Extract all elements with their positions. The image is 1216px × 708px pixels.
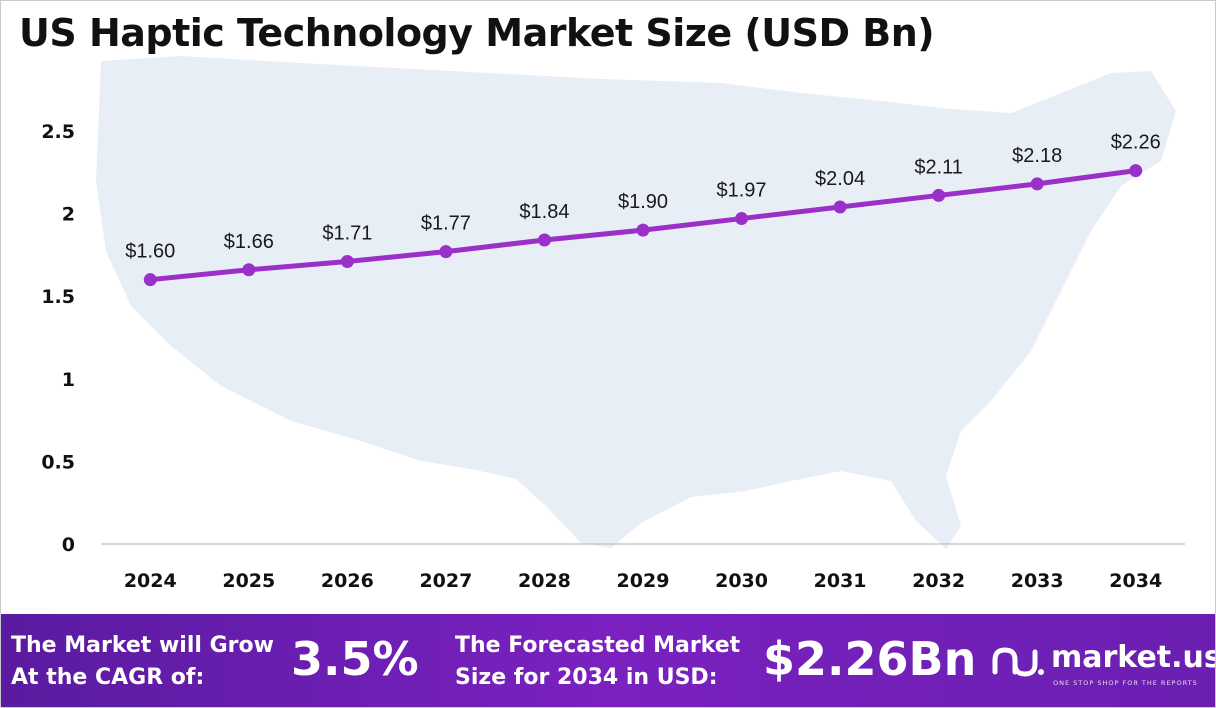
data-label: $2.11 [914, 156, 963, 178]
y-tick-label: 1.5 [41, 286, 75, 308]
us-map-background [96, 56, 1176, 549]
forecast-caption: The Forecasted Market Size for 2034 in U… [455, 630, 740, 694]
data-label: $2.18 [1012, 145, 1062, 167]
data-point [1030, 177, 1044, 191]
x-tick-label: 2030 [715, 570, 768, 592]
x-tick-label: 2031 [814, 570, 867, 592]
data-point [833, 200, 847, 214]
data-label: $1.60 [125, 241, 175, 263]
line-chart: 0 0.5 1 1.5 2 2.5 2024 2025 2026 2027 2028 2029 203… [41, 56, 1185, 592]
forecast-caption-line1: The Forecasted Market [455, 633, 741, 658]
y-tick-label: 0 [62, 534, 75, 556]
x-axis: 2024 2025 2026 2027 2028 2029 2030 2031 2032 2033… [124, 570, 1162, 592]
data-label: $1.71 [322, 223, 372, 245]
x-tick-label: 2032 [912, 570, 965, 592]
data-label: $1.90 [618, 191, 668, 213]
data-label: $1.77 [421, 213, 471, 235]
data-point [340, 255, 354, 269]
forecast-value: $2.26Bn [763, 632, 977, 686]
footer-banner: The Market will Grow At the CAGR of: 3.5… [1, 614, 1215, 707]
brand-name: market.us [1051, 640, 1216, 675]
data-point [1129, 164, 1143, 178]
x-tick-label: 2028 [518, 570, 571, 592]
data-label: $1.66 [224, 231, 274, 253]
brand-tagline: ONE STOP SHOP FOR THE REPORTS [1053, 679, 1198, 687]
y-tick-label: 2 [62, 204, 75, 226]
chart-title: US Haptic Technology Market Size (USD Bn… [19, 11, 935, 55]
cagr-caption-line1: The Market will Grow [11, 633, 274, 658]
data-point [735, 212, 749, 226]
y-tick-label: 1 [62, 369, 75, 391]
data-label: $2.26 [1111, 132, 1161, 154]
data-point [242, 263, 256, 277]
data-points [143, 164, 1143, 287]
data-label: $2.04 [815, 168, 865, 190]
data-labels: $1.60 $1.66 $1.71 $1.77 $1.84 $1.90 $1.97 $2.04… [125, 132, 1161, 263]
x-tick-label: 2029 [617, 570, 670, 592]
x-tick-label: 2027 [419, 570, 472, 592]
x-tick-label: 2026 [321, 570, 374, 592]
x-tick-label: 2024 [124, 570, 177, 592]
y-axis: 0 0.5 1 1.5 2 2.5 [41, 121, 75, 556]
data-point [537, 233, 551, 247]
cagr-caption-line2: At the CAGR of: [11, 665, 205, 690]
cagr-caption: The Market will Grow At the CAGR of: [11, 630, 274, 694]
forecast-caption-line2: Size for 2034 in USD: [455, 665, 718, 690]
x-tick-label: 2025 [222, 570, 275, 592]
data-label: $1.97 [717, 180, 767, 202]
data-label: $1.84 [519, 201, 569, 223]
y-tick-label: 2.5 [41, 121, 75, 143]
x-tick-label: 2034 [1109, 570, 1162, 592]
data-point [636, 223, 650, 237]
cagr-value: 3.5% [291, 632, 419, 686]
data-point [143, 273, 157, 287]
y-tick-label: 0.5 [41, 451, 75, 473]
data-point [439, 245, 453, 259]
market-us-logo-icon [992, 647, 1044, 677]
brand-logo[interactable]: market.us ONE STOP SHOP FOR THE REPORTS [989, 638, 1215, 688]
data-point [932, 188, 946, 202]
x-tick-label: 2033 [1011, 570, 1064, 592]
